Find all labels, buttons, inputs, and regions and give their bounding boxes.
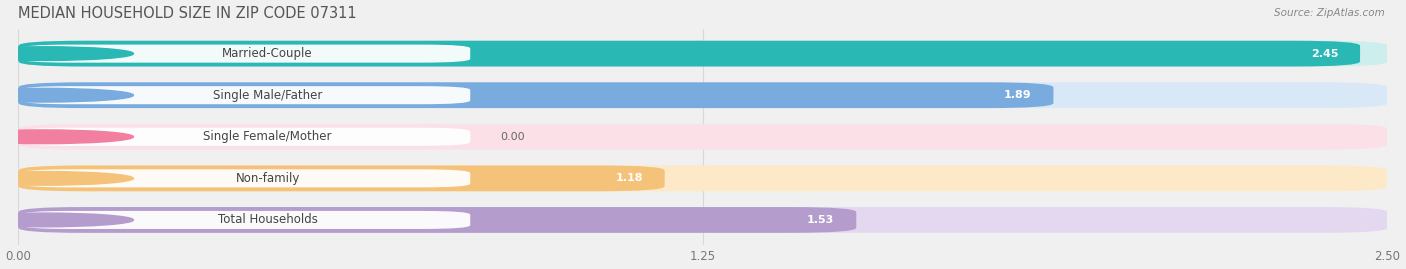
Text: Source: ZipAtlas.com: Source: ZipAtlas.com — [1274, 8, 1385, 18]
FancyBboxPatch shape — [18, 165, 1388, 191]
Text: Total Households: Total Households — [218, 213, 318, 226]
FancyBboxPatch shape — [18, 41, 1388, 66]
Text: 0.00: 0.00 — [501, 132, 524, 142]
Circle shape — [0, 47, 134, 61]
FancyBboxPatch shape — [21, 86, 470, 104]
FancyBboxPatch shape — [18, 207, 856, 233]
FancyBboxPatch shape — [21, 169, 470, 187]
FancyBboxPatch shape — [18, 207, 1388, 233]
FancyBboxPatch shape — [21, 128, 470, 146]
FancyBboxPatch shape — [18, 82, 1053, 108]
FancyBboxPatch shape — [18, 41, 1360, 66]
FancyBboxPatch shape — [21, 211, 470, 229]
Text: Single Female/Mother: Single Female/Mother — [204, 130, 332, 143]
FancyBboxPatch shape — [18, 165, 665, 191]
Text: 2.45: 2.45 — [1310, 49, 1339, 59]
Circle shape — [0, 213, 134, 227]
Text: MEDIAN HOUSEHOLD SIZE IN ZIP CODE 07311: MEDIAN HOUSEHOLD SIZE IN ZIP CODE 07311 — [18, 6, 357, 20]
Text: 1.89: 1.89 — [1004, 90, 1032, 100]
Text: Non-family: Non-family — [235, 172, 299, 185]
FancyBboxPatch shape — [18, 82, 1388, 108]
Text: 1.18: 1.18 — [616, 173, 643, 183]
FancyBboxPatch shape — [18, 124, 1388, 150]
Circle shape — [0, 88, 134, 102]
Text: 1.53: 1.53 — [807, 215, 834, 225]
Circle shape — [0, 172, 134, 185]
Circle shape — [0, 130, 134, 144]
Text: Single Male/Father: Single Male/Father — [212, 89, 322, 102]
Text: Married-Couple: Married-Couple — [222, 47, 314, 60]
FancyBboxPatch shape — [21, 45, 470, 63]
